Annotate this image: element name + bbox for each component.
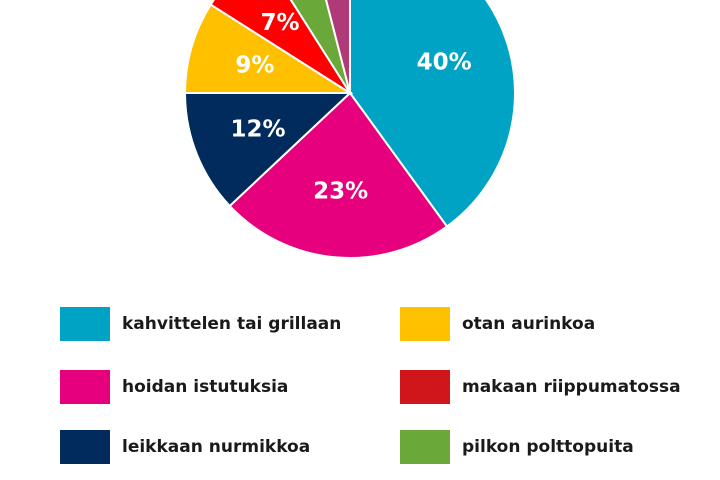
pie-slice: [325, 0, 351, 94]
pie-slice: [183, 92, 353, 208]
pie-slice: [289, 0, 351, 94]
slice-value-label: 40%: [417, 49, 472, 75]
pie-slice: [349, 0, 516, 228]
slice-value-label: 23%: [313, 179, 368, 205]
pie-slice: [183, 3, 354, 94]
pie-slice: [209, 0, 351, 94]
slice-value-label: 9%: [235, 52, 274, 78]
pie-slice: [228, 91, 449, 259]
slice-value-label: 12%: [230, 116, 285, 142]
slice-value-label: 7%: [260, 10, 299, 36]
